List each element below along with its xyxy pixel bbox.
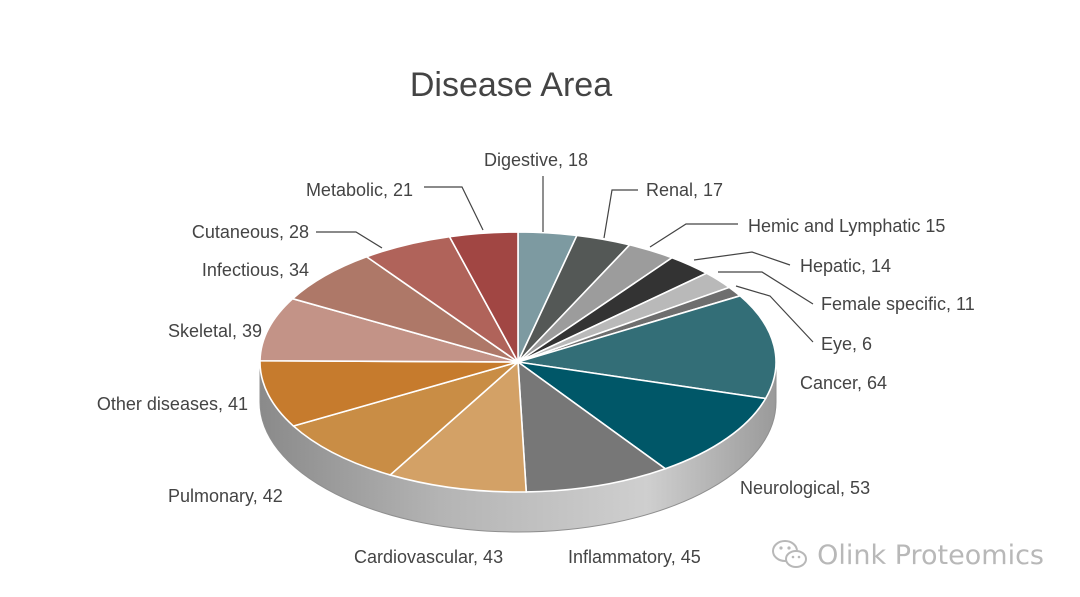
watermark-text: Olink Proteomics bbox=[817, 539, 1044, 571]
leader-line-female-specific bbox=[718, 271, 814, 305]
pie-slice-inflammatory bbox=[517, 360, 668, 493]
slice-label-skeletal: Skeletal, 39 bbox=[168, 321, 262, 341]
slice-label-digestive: Digestive, 18 bbox=[484, 150, 588, 170]
wechat-icon bbox=[772, 540, 808, 568]
pie-slice-infectious bbox=[291, 255, 519, 363]
slice-label-cancer: Cancer, 64 bbox=[800, 373, 887, 393]
pie-slice-pulmonary bbox=[291, 361, 519, 476]
pie-slices bbox=[259, 231, 777, 493]
pie-leader-lines bbox=[316, 176, 814, 343]
leader-line-eye bbox=[735, 285, 814, 343]
leader-line-cutaneous bbox=[316, 231, 383, 249]
slice-label-cardiovascular: Cardiovascular, 43 bbox=[354, 547, 503, 567]
chart-title: Disease Area bbox=[410, 66, 612, 104]
pie-labels: Digestive, 18 Renal, 17 Hemic and Lymphati… bbox=[97, 150, 975, 567]
watermark: Olink Proteomics bbox=[771, 539, 1044, 571]
slice-label-cutaneous: Cutaneous, 28 bbox=[192, 222, 309, 242]
pie-slice-skeletal bbox=[259, 297, 519, 363]
slice-label-infectious: Infectious, 34 bbox=[202, 260, 309, 280]
slice-label-neurological: Neurological, 53 bbox=[740, 478, 870, 498]
leader-line-renal bbox=[603, 189, 638, 239]
leader-line-hepatic bbox=[693, 251, 791, 266]
slice-label-metabolic: Metabolic, 21 bbox=[306, 180, 413, 200]
slice-label-hepatic: Hepatic, 14 bbox=[800, 256, 891, 276]
pie-slice-neurological bbox=[517, 361, 767, 470]
pie-slice-cancer bbox=[517, 294, 777, 400]
pie-slice-cardiovascular bbox=[388, 360, 528, 493]
slice-label-pulmonary: Pulmonary, 42 bbox=[168, 486, 283, 506]
leader-line-hemic-and-lymphatic bbox=[649, 223, 738, 248]
slice-label-other-diseases: Other diseases, 41 bbox=[97, 394, 248, 414]
slice-label-inflammatory: Inflammatory, 45 bbox=[568, 547, 701, 567]
slice-label-female-specific: Female specific, 11 bbox=[821, 294, 975, 314]
slice-label-renal: Renal, 17 bbox=[646, 180, 723, 200]
leader-line-metabolic bbox=[424, 186, 484, 231]
pie-slice-metabolic bbox=[448, 231, 519, 363]
slice-label-eye: Eye, 6 bbox=[821, 334, 872, 354]
slice-label-hemic-and-lymphatic: Hemic and Lymphatic 15 bbox=[748, 216, 945, 236]
pie-slice-other-diseases bbox=[259, 359, 519, 427]
